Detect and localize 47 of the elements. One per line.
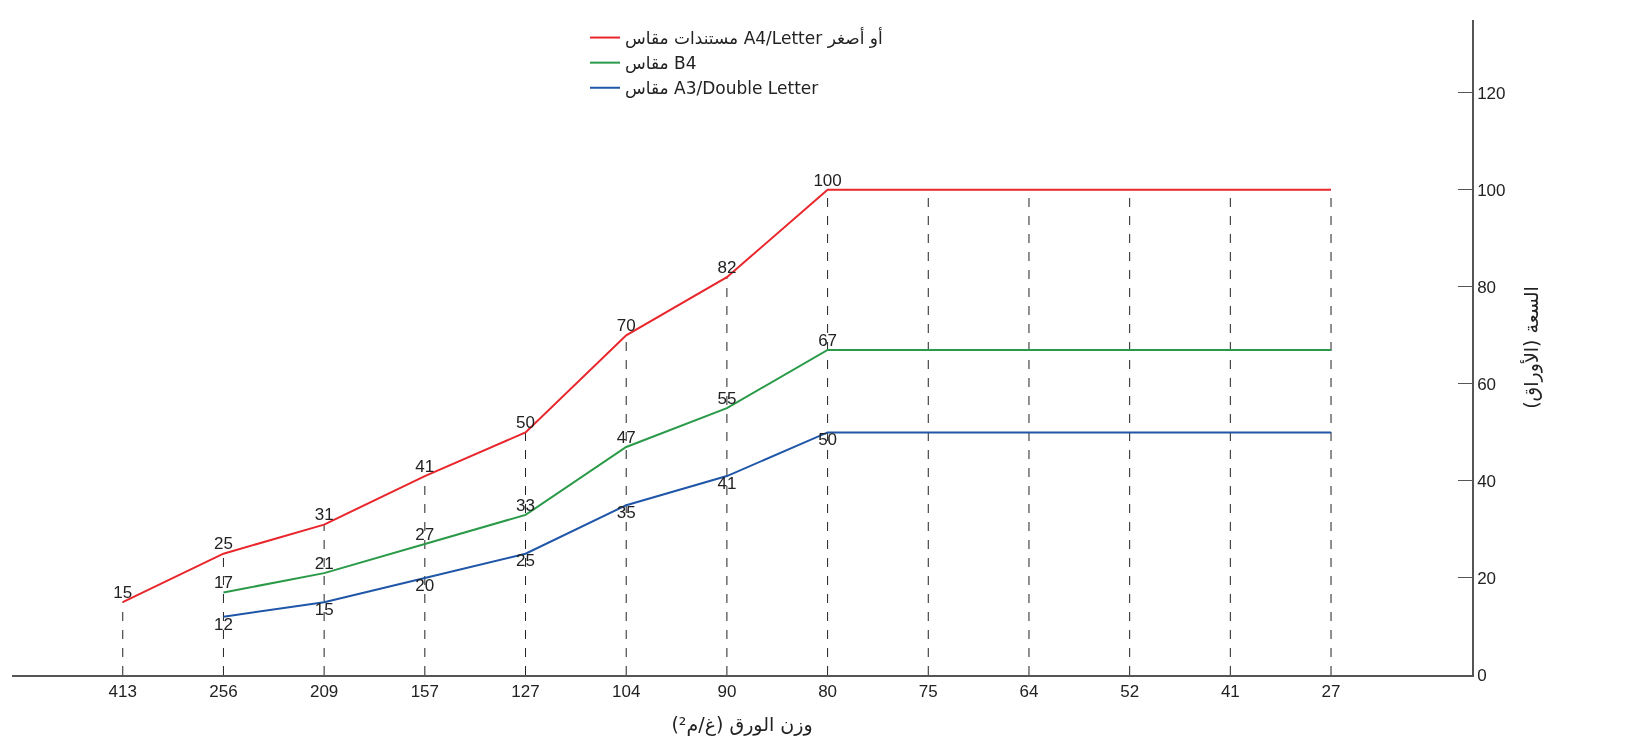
- legend-label: مقاس A3/Double Letter: [625, 78, 819, 99]
- data-label: 41: [415, 456, 435, 476]
- data-label: 50: [818, 430, 838, 450]
- y-tick-label: 60: [1477, 374, 1497, 394]
- x-tick-label: 90: [717, 682, 737, 702]
- x-tick-label: 41: [1220, 682, 1240, 702]
- y-tick-label: 40: [1477, 471, 1497, 491]
- data-label: 12: [213, 614, 233, 634]
- data-label: 33: [516, 495, 535, 515]
- x-tick-label: 157: [410, 682, 440, 702]
- data-label: 50: [516, 413, 535, 433]
- data-label: 55: [717, 388, 737, 408]
- data-label: 15: [113, 582, 133, 602]
- legend-label: مستندات مقاس A4/Letter أو أصغر: [625, 27, 883, 49]
- data-label: 27: [415, 524, 435, 544]
- data-label: 41: [717, 473, 737, 493]
- y-tick-label: 100: [1477, 180, 1506, 200]
- x-tick-label: 52: [1120, 682, 1140, 702]
- data-label: 21: [314, 553, 334, 573]
- x-tick-label: 209: [309, 682, 339, 702]
- y-tick-label: 120: [1477, 83, 1506, 103]
- data-label: 35: [616, 502, 636, 522]
- legend-label: مقاس B4: [625, 53, 697, 74]
- data-label: 47: [616, 427, 636, 447]
- x-tick-label: 127: [511, 682, 540, 702]
- data-label: 70: [616, 316, 636, 336]
- data-label: 67: [818, 330, 838, 350]
- y-axis-title: السعة (الأوراق): [1519, 286, 1543, 409]
- data-label: 25: [213, 534, 233, 554]
- data-label: 15: [314, 599, 334, 619]
- x-tick-label: 27: [1321, 682, 1341, 702]
- data-label: 82: [717, 257, 737, 277]
- data-label: 25: [516, 551, 535, 571]
- x-tick-label: 104: [612, 682, 641, 702]
- x-tick-label: 413: [108, 682, 137, 702]
- x-tick-label: 64: [1019, 682, 1039, 702]
- y-tick-label: 0: [1477, 665, 1487, 685]
- x-axis-title: وزن الورق (غ/م²): [671, 713, 813, 737]
- data-label: 100: [813, 170, 842, 190]
- x-tick-label: 80: [818, 682, 838, 702]
- x-tick-label: 75: [918, 682, 938, 702]
- x-tick-label: 256: [209, 682, 238, 702]
- data-label: 20: [415, 575, 435, 595]
- data-label: 17: [213, 573, 233, 593]
- y-tick-label: 20: [1477, 568, 1497, 588]
- y-tick-label: 80: [1477, 277, 1497, 297]
- data-label: 31: [314, 505, 334, 525]
